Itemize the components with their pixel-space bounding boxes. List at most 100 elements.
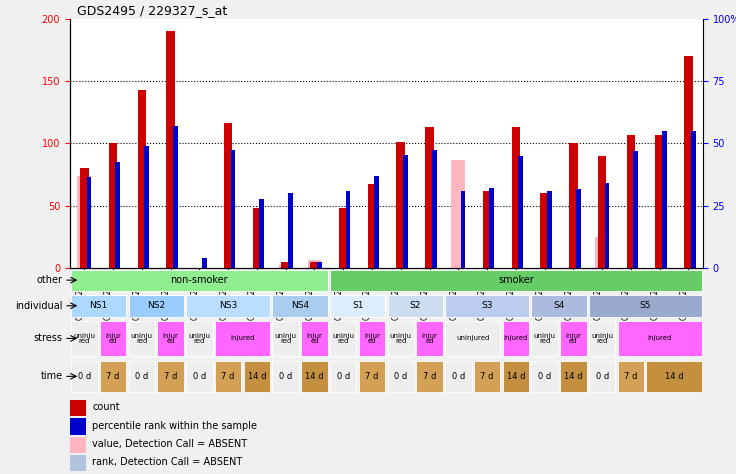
Bar — [109, 144, 118, 268]
Bar — [308, 260, 322, 268]
Bar — [358, 361, 385, 392]
Text: 7 d: 7 d — [624, 372, 637, 381]
Bar — [531, 320, 558, 356]
Bar — [662, 131, 667, 268]
Bar — [576, 190, 581, 268]
Text: injur
ed: injur ed — [163, 333, 179, 344]
Text: 7 d: 7 d — [481, 372, 494, 381]
Bar — [281, 262, 290, 268]
Bar — [445, 295, 529, 317]
Text: 14 d: 14 d — [565, 372, 583, 381]
Text: 7 d: 7 d — [423, 372, 436, 381]
Bar — [186, 361, 213, 392]
Text: NS1: NS1 — [90, 301, 107, 310]
Bar — [330, 361, 356, 392]
Text: injured: injured — [230, 336, 255, 341]
Bar — [547, 191, 552, 268]
Bar — [80, 168, 88, 268]
Text: injur
ed: injur ed — [306, 333, 322, 344]
Bar — [301, 320, 328, 356]
Bar — [358, 320, 385, 356]
Text: uninju
red: uninju red — [188, 333, 210, 344]
Bar — [158, 361, 184, 392]
Text: uninju
red: uninju red — [332, 333, 354, 344]
Bar — [129, 295, 184, 317]
Bar — [403, 155, 408, 268]
Text: 0 d: 0 d — [193, 372, 206, 381]
Text: injured: injured — [648, 336, 672, 341]
Bar — [71, 320, 98, 356]
Text: 7 d: 7 d — [222, 372, 235, 381]
Bar — [310, 262, 319, 268]
Bar — [272, 295, 328, 317]
Bar — [272, 361, 299, 392]
Bar — [71, 361, 98, 392]
Bar — [87, 177, 91, 268]
Bar — [330, 320, 356, 356]
Bar — [375, 176, 379, 268]
Bar — [215, 320, 270, 356]
Text: 0 d: 0 d — [452, 372, 465, 381]
Text: S2: S2 — [409, 301, 421, 310]
Text: S5: S5 — [640, 301, 651, 310]
Text: uninju
red: uninju red — [74, 333, 95, 344]
Bar — [158, 320, 184, 356]
Bar — [138, 90, 146, 268]
Text: rank, Detection Call = ABSENT: rank, Detection Call = ABSENT — [92, 457, 242, 467]
Bar — [417, 361, 443, 392]
Bar — [100, 320, 127, 356]
Bar — [489, 188, 494, 268]
Text: NS3: NS3 — [219, 301, 237, 310]
Text: 14 d: 14 d — [248, 372, 266, 381]
Bar — [252, 208, 261, 268]
Bar — [503, 320, 529, 356]
Text: 0 d: 0 d — [595, 372, 609, 381]
Text: GDS2495 / 229327_s_at: GDS2495 / 229327_s_at — [77, 4, 227, 17]
Bar — [279, 265, 293, 268]
Bar — [626, 135, 635, 268]
Bar — [618, 361, 644, 392]
Text: non-smoker: non-smoker — [171, 275, 228, 285]
Bar — [646, 361, 701, 392]
Bar — [589, 320, 615, 356]
Bar — [70, 455, 85, 471]
Text: injured: injured — [503, 336, 528, 341]
Text: 7 d: 7 d — [365, 372, 379, 381]
Bar — [691, 131, 696, 268]
Bar — [288, 193, 293, 268]
Text: 7 d: 7 d — [164, 372, 177, 381]
Bar — [129, 361, 155, 392]
Bar — [244, 361, 270, 392]
Bar — [202, 258, 207, 268]
Text: S1: S1 — [352, 301, 364, 310]
Bar — [224, 124, 233, 268]
Bar — [684, 56, 693, 268]
Text: count: count — [92, 402, 120, 412]
Text: S3: S3 — [481, 301, 493, 310]
Bar — [540, 193, 549, 268]
Text: 14 d: 14 d — [665, 372, 683, 381]
Bar — [346, 191, 350, 268]
Bar — [173, 126, 177, 268]
Text: 0 d: 0 d — [135, 372, 149, 381]
Bar — [77, 176, 91, 268]
Bar — [259, 200, 264, 268]
Text: S4: S4 — [553, 301, 565, 310]
Text: individual: individual — [15, 301, 63, 311]
Text: 0 d: 0 d — [336, 372, 350, 381]
Bar — [116, 162, 120, 268]
Bar — [388, 361, 414, 392]
Bar — [129, 320, 155, 356]
Bar — [100, 361, 127, 392]
Text: injur
ed: injur ed — [105, 333, 121, 344]
Bar — [417, 320, 443, 356]
Text: stress: stress — [34, 333, 63, 344]
Text: 0 d: 0 d — [538, 372, 551, 381]
Text: uninju
red: uninju red — [390, 333, 411, 344]
Bar — [451, 160, 465, 268]
Text: 0 d: 0 d — [78, 372, 91, 381]
Text: injur
ed: injur ed — [565, 333, 581, 344]
Bar — [397, 142, 405, 268]
Text: 0 d: 0 d — [279, 372, 292, 381]
Bar — [569, 144, 578, 268]
